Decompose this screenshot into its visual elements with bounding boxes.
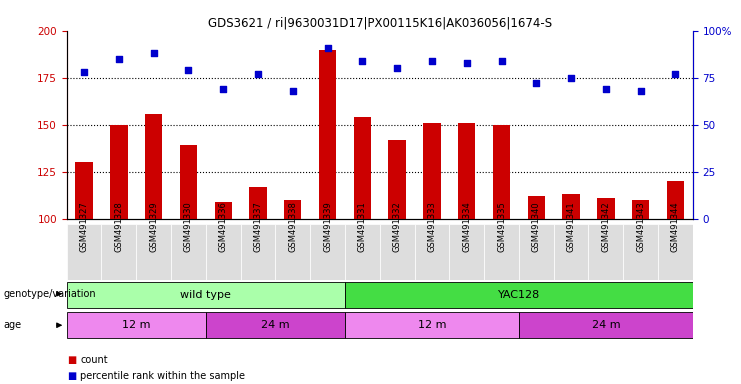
Bar	[379, 224, 414, 280]
Text: GSM491343: GSM491343	[637, 201, 645, 252]
Text: GSM491338: GSM491338	[288, 201, 297, 252]
Bar	[67, 282, 345, 308]
Text: GSM491341: GSM491341	[567, 202, 576, 252]
Bar	[667, 181, 684, 219]
Bar	[206, 224, 241, 280]
Bar	[493, 125, 511, 219]
Bar	[458, 123, 476, 219]
Point	[391, 65, 403, 71]
Title: GDS3621 / ri|9630031D17|PX00115K16|AK036056|1674-S: GDS3621 / ri|9630031D17|PX00115K16|AK036…	[207, 17, 552, 30]
Bar	[215, 202, 232, 219]
Text: GSM491328: GSM491328	[114, 201, 123, 252]
Point	[287, 88, 299, 94]
Bar	[658, 224, 693, 280]
Text: ■: ■	[67, 355, 76, 365]
Bar	[588, 224, 623, 280]
Text: genotype/variation: genotype/variation	[4, 289, 96, 299]
Text: GSM491330: GSM491330	[184, 201, 193, 252]
Bar	[597, 198, 614, 219]
Bar	[632, 200, 649, 219]
Bar	[110, 125, 127, 219]
Bar	[345, 313, 519, 338]
Bar	[67, 224, 102, 280]
Point	[426, 58, 438, 64]
Text: GSM491332: GSM491332	[393, 201, 402, 252]
Bar	[345, 224, 379, 280]
Text: 12 m: 12 m	[122, 320, 150, 331]
Text: GSM491333: GSM491333	[428, 201, 436, 252]
Point	[252, 71, 264, 77]
Bar	[310, 224, 345, 280]
Bar	[554, 224, 588, 280]
Text: GSM491344: GSM491344	[671, 202, 680, 252]
Text: GSM491331: GSM491331	[358, 201, 367, 252]
Bar	[528, 196, 545, 219]
Text: GSM491336: GSM491336	[219, 201, 227, 252]
Text: 12 m: 12 m	[418, 320, 446, 331]
Point	[113, 56, 124, 62]
Point	[565, 74, 577, 81]
Text: GSM491334: GSM491334	[462, 201, 471, 252]
Point	[356, 58, 368, 64]
Point	[461, 60, 473, 66]
Text: GSM491339: GSM491339	[323, 201, 332, 252]
Bar	[449, 224, 484, 280]
Point	[496, 58, 508, 64]
Point	[217, 86, 229, 92]
Bar	[284, 200, 302, 219]
Bar	[67, 313, 206, 338]
Bar	[76, 162, 93, 219]
Point	[670, 71, 682, 77]
Bar	[388, 140, 406, 219]
Bar	[484, 224, 519, 280]
Point	[635, 88, 647, 94]
Text: GSM491335: GSM491335	[497, 201, 506, 252]
Bar	[623, 224, 658, 280]
Point	[531, 80, 542, 86]
Bar	[171, 224, 206, 280]
Bar	[145, 114, 162, 219]
Text: GSM491327: GSM491327	[79, 201, 89, 252]
Bar	[206, 313, 345, 338]
Text: GSM491329: GSM491329	[149, 202, 158, 252]
Point	[78, 69, 90, 75]
Bar	[319, 50, 336, 219]
Text: YAC128: YAC128	[498, 290, 540, 300]
Bar	[276, 224, 310, 280]
Text: GSM491342: GSM491342	[602, 202, 611, 252]
Bar	[519, 224, 554, 280]
Text: GSM491340: GSM491340	[532, 202, 541, 252]
Text: wild type: wild type	[180, 290, 231, 300]
Text: percentile rank within the sample: percentile rank within the sample	[80, 371, 245, 381]
Bar	[519, 313, 693, 338]
Bar	[241, 224, 276, 280]
Point	[182, 67, 194, 73]
Bar	[423, 123, 441, 219]
Bar	[562, 194, 579, 219]
Text: age: age	[4, 320, 21, 330]
Text: 24 m: 24 m	[261, 320, 290, 331]
Bar	[249, 187, 267, 219]
Point	[147, 50, 159, 56]
Point	[322, 45, 333, 51]
Bar	[180, 146, 197, 219]
Bar	[353, 117, 371, 219]
Bar	[345, 282, 693, 308]
Text: ■: ■	[67, 371, 76, 381]
Bar	[414, 224, 449, 280]
Text: count: count	[80, 355, 107, 365]
Bar	[136, 224, 171, 280]
Point	[600, 86, 612, 92]
Text: GSM491337: GSM491337	[253, 201, 262, 252]
Text: 24 m: 24 m	[591, 320, 620, 331]
Bar	[102, 224, 136, 280]
